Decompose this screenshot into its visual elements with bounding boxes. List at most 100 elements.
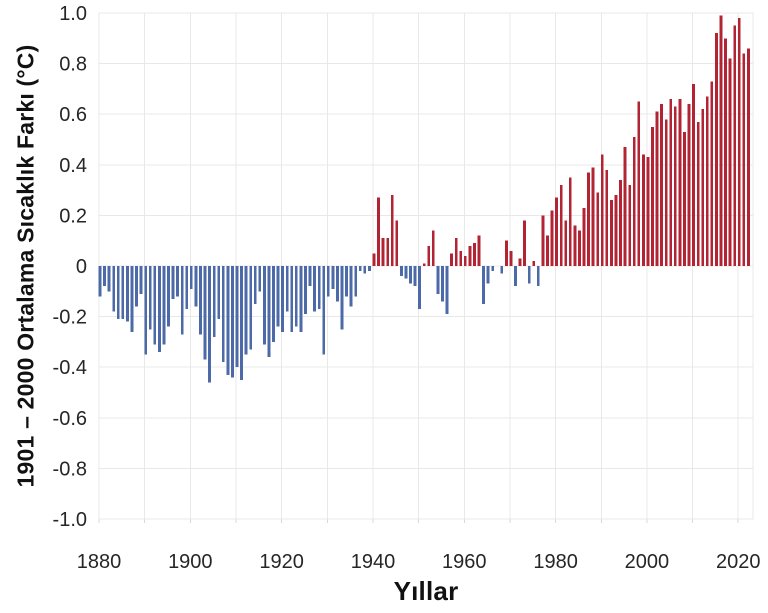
temperature-bar [208,266,211,383]
temperature-bar [107,266,111,292]
temperature-bar [176,266,180,297]
temperature-bar [541,215,545,266]
temperature-bar [180,266,184,335]
temperature-bar [436,266,440,294]
temperature-bar [336,266,339,302]
temperature-bar [144,266,148,355]
temperature-bar [619,179,622,266]
temperature-bar [203,266,207,360]
temperature-bar [710,81,714,266]
y-tick-label: 0.4 [59,155,87,177]
y-tick-label: 1.0 [59,3,87,25]
temperature-bar [285,266,289,312]
temperature-bar [217,266,221,320]
temperature-bar [253,266,257,304]
temperature-bar [450,253,453,266]
temperature-bar [358,266,362,272]
temperature-bar [701,109,705,266]
y-tick-label: -0.2 [53,307,87,329]
temperature-bar [262,266,266,345]
temperature-bar [596,192,600,266]
temperature-bar [573,225,577,266]
temperature-bar [317,266,321,310]
temperature-bar [304,266,307,315]
temperature-bar [386,238,390,266]
y-axis-title: 1901 – 2000 Ortalama Sıcaklık Farkı (°C) [12,44,39,488]
temperature-bar [641,154,645,266]
temperature-bar [422,263,426,266]
temperature-bar [331,266,335,289]
temperature-bar [664,119,668,266]
temperature-bar [103,266,106,287]
x-tick-label: 1980 [533,551,578,573]
temperature-bar [431,230,435,266]
temperature-bar [559,185,563,266]
temperature-bar [632,136,636,266]
y-tick-label: -0.4 [53,357,87,379]
temperature-bar [550,210,554,266]
temperature-bar [614,195,618,266]
temperature-bar [678,99,682,267]
temperature-bar [609,200,613,266]
temperature-bar [418,266,422,310]
temperature-bar [441,266,444,302]
temperature-bar [473,243,476,266]
temperature-bar [194,266,198,307]
y-tick-label: -1.0 [53,509,87,531]
x-tick-label: 1940 [351,551,396,573]
temperature-bar [372,253,376,266]
temperature-bar [582,207,586,266]
temperature-bar [568,177,572,266]
temperature-bar [578,230,581,266]
y-tick-label: -0.6 [53,408,87,430]
temperature-bar [148,266,152,330]
temperature-bar [463,255,467,266]
temperature-bar [692,83,695,266]
temperature-bar [669,99,673,267]
temperature-bar [591,167,595,266]
temperature-bar [532,260,536,266]
temperature-bar [523,220,527,266]
temperature-bar [724,38,727,266]
temperature-bar [719,15,723,267]
temperature-bar [445,266,449,315]
temperature-bar [112,266,116,312]
temperature-bar [673,106,677,266]
x-tick-label: 1900 [168,551,213,573]
temperature-bar [367,266,371,272]
temperature-bar [413,266,417,287]
temperature-bar [377,197,380,266]
temperature-bar [199,266,202,335]
temperature-bar [491,266,495,272]
temperature-bar [276,266,280,327]
temperature-bar [454,238,458,266]
y-tick-label: -0.8 [53,458,87,480]
temperature-bar [518,258,522,266]
temperature-bar [696,121,700,266]
temperature-bar [171,266,175,299]
temperature-bar [231,266,234,378]
x-tick-label: 1920 [259,551,304,573]
temperature-bar [162,266,166,345]
temperature-bar [258,266,262,292]
x-tick-label: 1960 [442,551,487,573]
temperature-bar [121,266,125,320]
temperature-bar [687,104,691,266]
temperature-bar [244,266,248,355]
temperature-bar [660,104,664,266]
temperature-bar [605,169,609,266]
x-tick-label: 2020 [716,551,761,573]
temperature-bar [281,266,285,332]
temperature-bar [326,266,330,297]
y-tick-label: 0.8 [59,54,87,76]
temperature-bar [546,235,549,266]
temperature-bar [737,18,741,267]
temperature-bar [349,266,353,307]
temperature-bar [600,154,604,266]
temperature-bar [116,266,120,320]
temperature-bar [728,58,732,266]
temperature-bar [409,266,412,284]
temperature-bar [705,96,709,267]
